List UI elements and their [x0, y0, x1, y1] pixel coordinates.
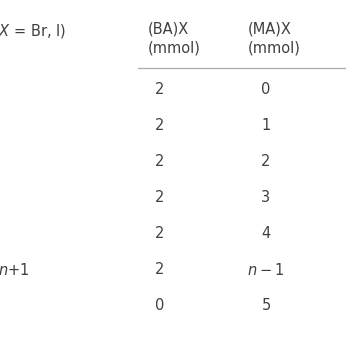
- Text: (MA)X
(mmol): (MA)X (mmol): [248, 22, 301, 56]
- Text: 2: 2: [155, 262, 165, 278]
- Text: $n-1$: $n-1$: [247, 262, 285, 278]
- Text: 3: 3: [261, 190, 271, 205]
- Text: 4: 4: [261, 226, 271, 242]
- Text: 0: 0: [261, 83, 271, 98]
- Text: 2: 2: [155, 154, 165, 169]
- Text: $X$ = Br, I): $X$ = Br, I): [0, 22, 66, 40]
- Text: 5: 5: [261, 299, 271, 314]
- Text: (BA)X
(mmol): (BA)X (mmol): [148, 22, 201, 56]
- Text: 2: 2: [155, 83, 165, 98]
- Text: 1: 1: [261, 119, 271, 133]
- Text: 2: 2: [261, 154, 271, 169]
- Text: 0: 0: [155, 299, 165, 314]
- Text: $n$+1: $n$+1: [0, 262, 29, 278]
- Text: 2: 2: [155, 119, 165, 133]
- Text: 2: 2: [155, 226, 165, 242]
- Text: 2: 2: [155, 190, 165, 205]
